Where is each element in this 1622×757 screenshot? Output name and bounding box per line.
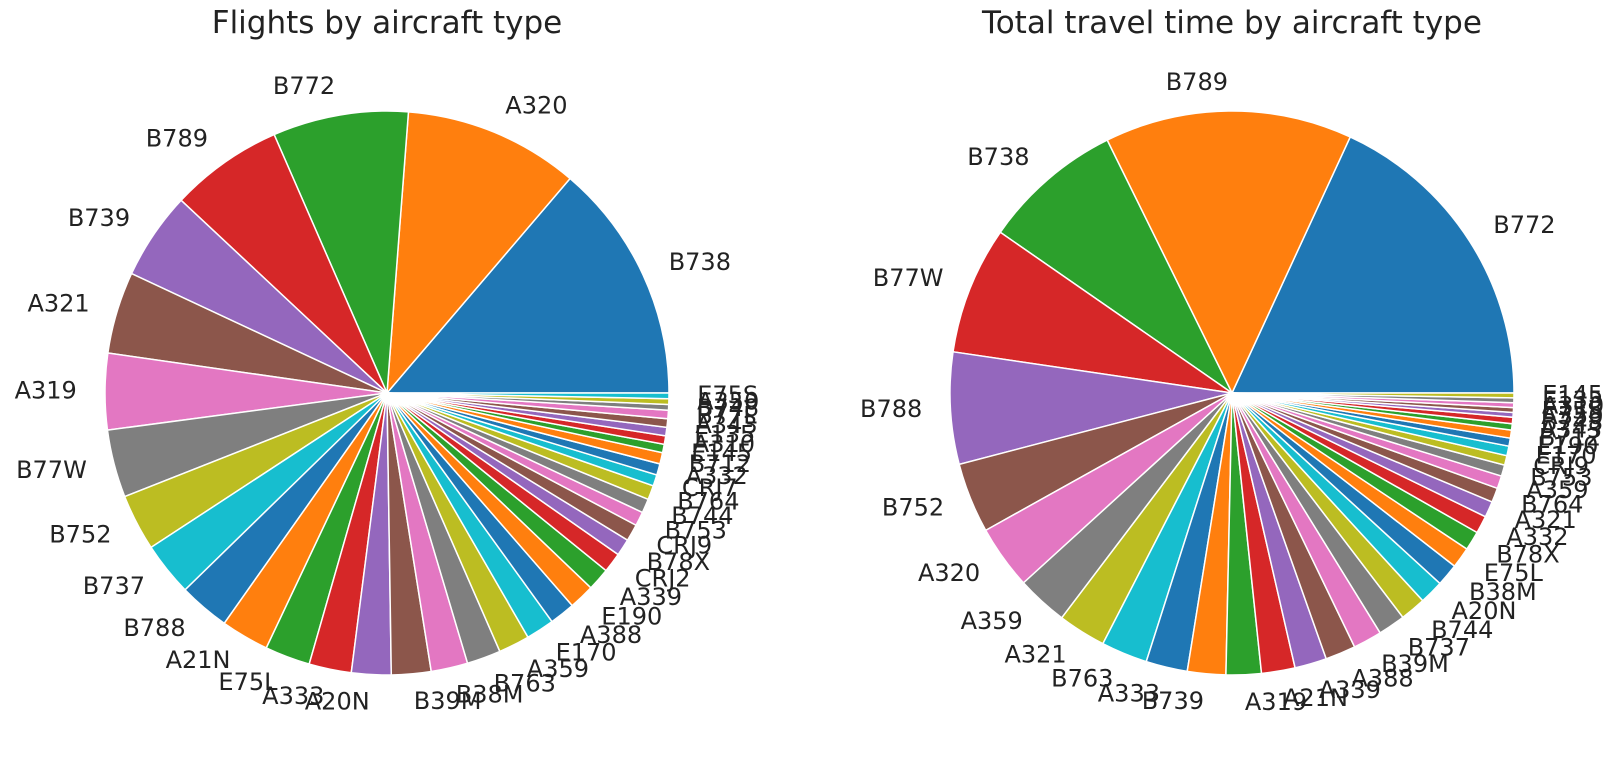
slice-label-e75s: E75S — [697, 381, 758, 409]
slice-label-b738: B738 — [967, 143, 1029, 171]
pie-slices — [949, 110, 1515, 676]
slice-label-a350: A350 — [1541, 402, 1603, 430]
slice-label-b737: B737 — [83, 572, 145, 600]
slice-label-e170: E170 — [556, 638, 617, 666]
slice-label-b752: B752 — [882, 494, 944, 522]
flights-pie-chart: Flights by aircraft type B738 A320 B772 B78… — [15, 5, 760, 716]
slice-label-b744: B744 — [1431, 616, 1493, 644]
slice-label-b772: B772 — [273, 72, 335, 100]
slice-label-b38m: B38M — [1469, 578, 1537, 606]
slice-label-b748: B748 — [1541, 408, 1603, 436]
slice-label-e190: E190 — [1537, 432, 1598, 460]
slice-label-b789: B789 — [1166, 68, 1228, 96]
pie-slice-b772 — [1230, 135, 1515, 394]
slice-label-a332: A332 — [1506, 523, 1568, 551]
slice-label-b77w: B77W — [873, 264, 944, 292]
slice-label-b753: B753 — [665, 516, 727, 544]
slice-label-b39m: B39M — [414, 687, 482, 715]
slice-label-a388: A388 — [1351, 664, 1413, 692]
pie-slice-e75s — [386, 392, 670, 400]
slice-label-e75s: E75S — [1542, 397, 1603, 425]
slice-label-b78x: B78X — [647, 548, 710, 576]
slice-label-b763: B763 — [494, 669, 556, 697]
slice-label-b737: B737 — [1408, 634, 1470, 662]
pie-slice-e145 — [1231, 392, 1515, 399]
slice-label-a20n: A20N — [1452, 597, 1517, 625]
slice-label-b712: B712 — [689, 450, 751, 478]
slice-label-a319: A319 — [1245, 688, 1307, 716]
slice-label-a21n: A21N — [166, 646, 231, 674]
slice-label-b772: B772 — [1493, 211, 1555, 239]
slice-label-a310: A310 — [1542, 391, 1604, 419]
slice-label-a350: A350 — [697, 388, 759, 416]
slice-label-b712: B712 — [1539, 423, 1601, 451]
pie-slices — [104, 110, 670, 676]
slice-label-crj9: CRJ9 — [1533, 452, 1589, 480]
slice-label-b739: B739 — [68, 204, 130, 232]
slice-label-a343: A343 — [695, 411, 757, 439]
slice-label-a21n: A21N — [1283, 684, 1348, 712]
slice-label-b77w: B77W — [16, 456, 87, 484]
pie-slice-b738 — [999, 139, 1234, 396]
slice-label-a321: A321 — [1004, 641, 1066, 669]
slice-label-a339: A339 — [1319, 676, 1381, 704]
slice-label-a321: A321 — [1515, 506, 1577, 534]
slice-label-b764: B764 — [1521, 490, 1583, 518]
slice-label-e170: E170 — [1536, 442, 1597, 470]
slice-label-a20n: A20N — [305, 688, 370, 716]
pie-labels: B738 A320 B772 B789 B739 A321 A319 B77W B752 B737… — [15, 72, 760, 716]
pie-slice-b789 — [1106, 110, 1352, 395]
slice-label-e190: E190 — [601, 602, 662, 630]
slice-label-b77l: B77L — [696, 402, 757, 430]
pie-slice-b789 — [180, 133, 388, 394]
slice-label-a388: A388 — [580, 621, 642, 649]
slice-label-b738: B738 — [669, 248, 731, 276]
slice-label-b739: B739 — [1142, 687, 1204, 715]
slice-label-e75l: E75L — [218, 668, 278, 696]
pie-slice-a320 — [386, 111, 572, 396]
slice-label-b788: B788 — [123, 614, 185, 642]
pie-labels: B772B789B738B77WB788B752A320A359A321B763… — [860, 68, 1604, 716]
slice-label-e145: E145 — [691, 439, 752, 467]
pie-slice-b738 — [385, 177, 670, 394]
slice-label-a333: A333 — [1098, 680, 1160, 708]
slice-label-b78x: B78X — [1496, 541, 1559, 569]
travel-time-pie-chart: Total travel time by aircraft type B772 B… — [860, 5, 1604, 716]
slice-label-a321: A321 — [27, 289, 89, 317]
slice-label-a333: A333 — [262, 682, 324, 710]
slice-label-b38m: B38M — [456, 681, 524, 709]
chart-title-travel-time: Total travel time by aircraft type — [981, 5, 1482, 41]
slice-label-e135: E135 — [694, 420, 755, 448]
slice-label-a359: A359 — [527, 655, 589, 683]
slice-label-a310: A310 — [693, 430, 755, 458]
slice-label-crj9: CRJ9 — [656, 532, 712, 560]
slice-label-a332: A332 — [686, 462, 748, 490]
slice-label-a320: A320 — [505, 91, 567, 119]
chart-title-flights: Flights by aircraft type — [212, 5, 563, 41]
slice-label-a339: A339 — [620, 583, 682, 611]
slice-label-a359: A359 — [961, 607, 1023, 635]
slice-label-a359: A359 — [1526, 476, 1588, 504]
slice-label-b748: B748 — [697, 394, 759, 422]
slice-label-b752: B752 — [49, 521, 111, 549]
slice-label-e75l: E75L — [1484, 559, 1544, 587]
slice-label-e145: E145 — [1542, 381, 1603, 409]
pie-slice-b788 — [949, 350, 1233, 466]
slice-label-b744: B744 — [671, 502, 733, 530]
slice-label-b39m: B39M — [1381, 650, 1449, 678]
slice-label-b764: B764 — [677, 488, 739, 516]
slice-label-b753: B753 — [1530, 463, 1592, 491]
slice-label-crj7: CRJ7 — [682, 474, 738, 502]
slice-label-a320: A320 — [918, 559, 980, 587]
slice-label-b789: B789 — [146, 125, 208, 153]
slice-label-b788: B788 — [860, 395, 922, 423]
pie-slice-b77w — [952, 231, 1233, 394]
slice-label-b763: B763 — [1051, 665, 1113, 693]
slice-label-a319: A319 — [15, 376, 77, 404]
pie-slice-b772 — [273, 110, 410, 394]
slice-label-crj2: CRJ2 — [635, 565, 691, 593]
slice-label-e135: E135 — [1542, 386, 1603, 414]
slice-label-a343: A343 — [1540, 415, 1602, 443]
